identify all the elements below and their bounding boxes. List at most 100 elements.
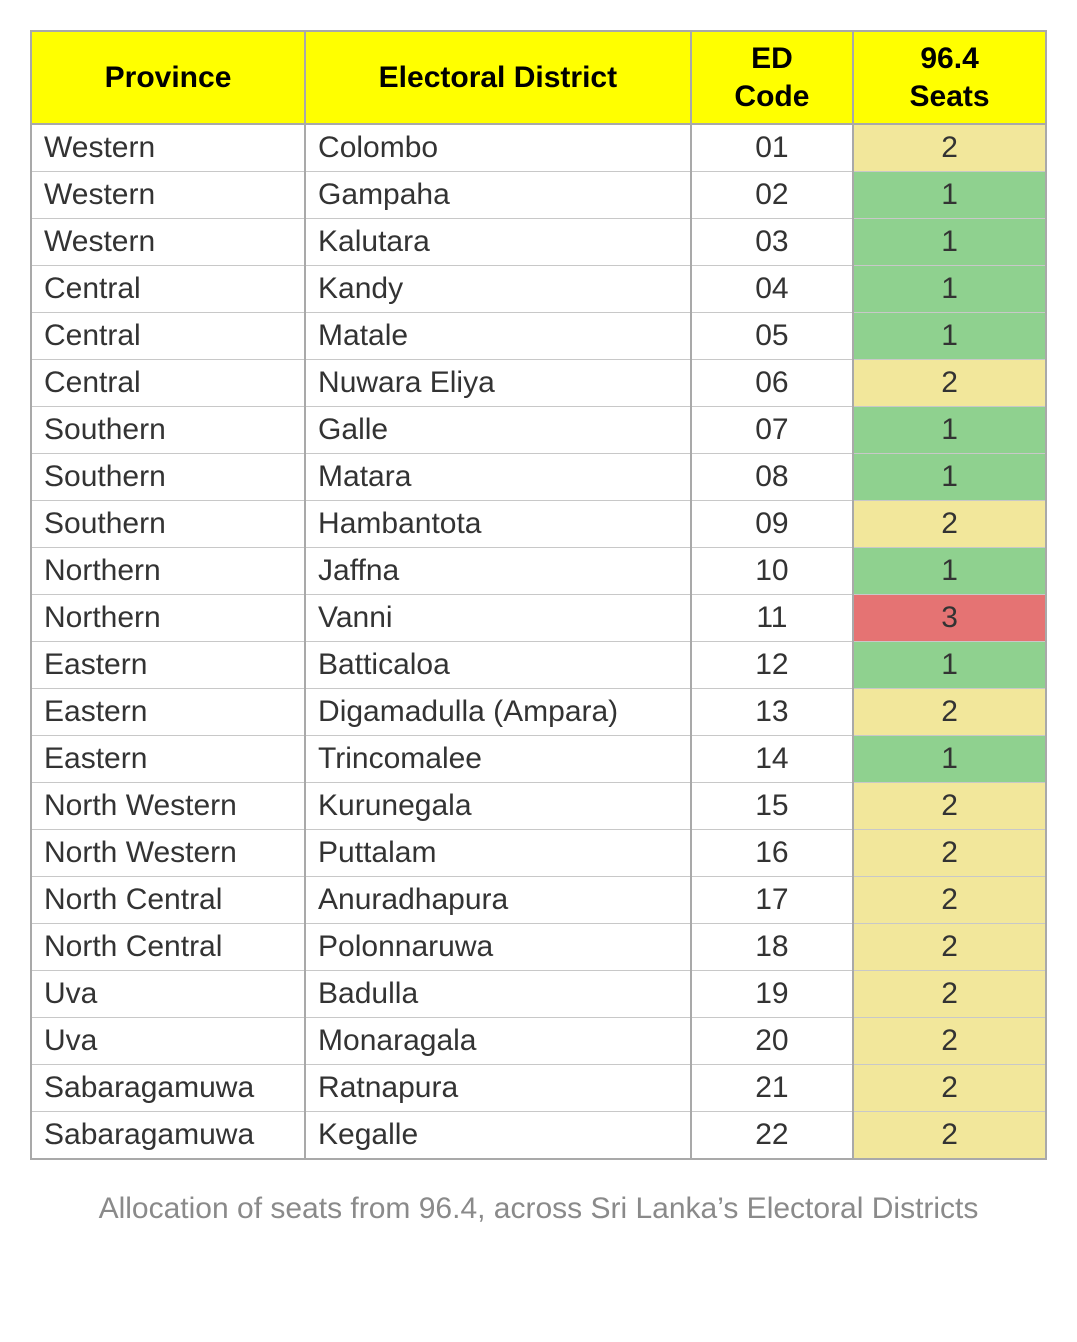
cell-seats: 2 (853, 1018, 1046, 1065)
table-row: EasternDigamadulla (Ampara)132 (31, 689, 1046, 736)
cell-code: 01 (691, 124, 853, 172)
cell-province: Eastern (31, 736, 305, 783)
cell-seats: 1 (853, 172, 1046, 219)
header-district: Electoral District (305, 31, 691, 124)
cell-province: Uva (31, 971, 305, 1018)
table-row: NorthernVanni113 (31, 595, 1046, 642)
table-row: North WesternPuttalam162 (31, 830, 1046, 877)
table-row: CentralNuwara Eliya062 (31, 360, 1046, 407)
cell-province: Eastern (31, 642, 305, 689)
cell-district: Colombo (305, 124, 691, 172)
cell-code: 07 (691, 407, 853, 454)
cell-district: Matale (305, 313, 691, 360)
table-row: SouthernHambantota092 (31, 501, 1046, 548)
cell-province: Northern (31, 548, 305, 595)
cell-seats: 1 (853, 548, 1046, 595)
electoral-table: Province Electoral District ED Code 96.4… (30, 30, 1047, 1160)
cell-code: 09 (691, 501, 853, 548)
cell-seats: 1 (853, 454, 1046, 501)
cell-province: Uva (31, 1018, 305, 1065)
cell-district: Kalutara (305, 219, 691, 266)
table-row: CentralKandy041 (31, 266, 1046, 313)
header-code-line2: Code (734, 80, 809, 113)
table-row: UvaMonaragala202 (31, 1018, 1046, 1065)
cell-province: Southern (31, 501, 305, 548)
cell-province: Eastern (31, 689, 305, 736)
cell-code: 11 (691, 595, 853, 642)
cell-code: 14 (691, 736, 853, 783)
cell-province: Western (31, 172, 305, 219)
header-seats-line2: Seats (910, 80, 990, 113)
cell-code: 03 (691, 219, 853, 266)
cell-district: Trincomalee (305, 736, 691, 783)
table-row: CentralMatale051 (31, 313, 1046, 360)
cell-seats: 2 (853, 689, 1046, 736)
cell-province: Southern (31, 407, 305, 454)
cell-province: North Western (31, 830, 305, 877)
cell-seats: 2 (853, 877, 1046, 924)
cell-district: Badulla (305, 971, 691, 1018)
cell-district: Matara (305, 454, 691, 501)
cell-seats: 1 (853, 313, 1046, 360)
cell-code: 15 (691, 783, 853, 830)
table-row: North WesternKurunegala152 (31, 783, 1046, 830)
cell-district: Vanni (305, 595, 691, 642)
header-row: Province Electoral District ED Code 96.4… (31, 31, 1046, 124)
table-row: UvaBadulla192 (31, 971, 1046, 1018)
table-row: North CentralPolonnaruwa182 (31, 924, 1046, 971)
cell-province: Central (31, 360, 305, 407)
cell-province: North Western (31, 783, 305, 830)
table-row: EasternTrincomalee141 (31, 736, 1046, 783)
cell-district: Batticaloa (305, 642, 691, 689)
table-row: SouthernGalle071 (31, 407, 1046, 454)
table-body: WesternColombo012WesternGampaha021Wester… (31, 124, 1046, 1159)
cell-district: Nuwara Eliya (305, 360, 691, 407)
cell-district: Puttalam (305, 830, 691, 877)
cell-seats: 2 (853, 501, 1046, 548)
cell-district: Ratnapura (305, 1065, 691, 1112)
table-header: Province Electoral District ED Code 96.4… (31, 31, 1046, 124)
header-code: ED Code (691, 31, 853, 124)
cell-seats: 3 (853, 595, 1046, 642)
table-row: NorthernJaffna101 (31, 548, 1046, 595)
cell-province: Sabaragamuwa (31, 1065, 305, 1112)
table-row: WesternColombo012 (31, 124, 1046, 172)
cell-code: 08 (691, 454, 853, 501)
cell-province: Southern (31, 454, 305, 501)
table-row: SouthernMatara081 (31, 454, 1046, 501)
cell-seats: 2 (853, 124, 1046, 172)
cell-code: 02 (691, 172, 853, 219)
table-row: North CentralAnuradhapura172 (31, 877, 1046, 924)
cell-seats: 2 (853, 1065, 1046, 1112)
cell-code: 05 (691, 313, 853, 360)
cell-district: Polonnaruwa (305, 924, 691, 971)
table-row: SabaragamuwaRatnapura212 (31, 1065, 1046, 1112)
cell-seats: 2 (853, 830, 1046, 877)
cell-seats: 2 (853, 783, 1046, 830)
cell-province: Central (31, 266, 305, 313)
cell-seats: 2 (853, 971, 1046, 1018)
cell-code: 06 (691, 360, 853, 407)
cell-code: 20 (691, 1018, 853, 1065)
cell-seats: 1 (853, 266, 1046, 313)
table-caption: Allocation of seats from 96.4, across Sr… (30, 1188, 1047, 1230)
cell-seats: 1 (853, 642, 1046, 689)
cell-district: Hambantota (305, 501, 691, 548)
table-row: EasternBatticaloa121 (31, 642, 1046, 689)
table-row: SabaragamuwaKegalle222 (31, 1112, 1046, 1160)
cell-district: Jaffna (305, 548, 691, 595)
header-province: Province (31, 31, 305, 124)
cell-code: 19 (691, 971, 853, 1018)
table-row: WesternKalutara031 (31, 219, 1046, 266)
cell-code: 12 (691, 642, 853, 689)
cell-district: Digamadulla (Ampara) (305, 689, 691, 736)
cell-province: North Central (31, 924, 305, 971)
cell-code: 04 (691, 266, 853, 313)
cell-code: 10 (691, 548, 853, 595)
cell-district: Kurunegala (305, 783, 691, 830)
cell-code: 16 (691, 830, 853, 877)
cell-seats: 1 (853, 219, 1046, 266)
cell-code: 18 (691, 924, 853, 971)
cell-code: 21 (691, 1065, 853, 1112)
cell-code: 22 (691, 1112, 853, 1160)
